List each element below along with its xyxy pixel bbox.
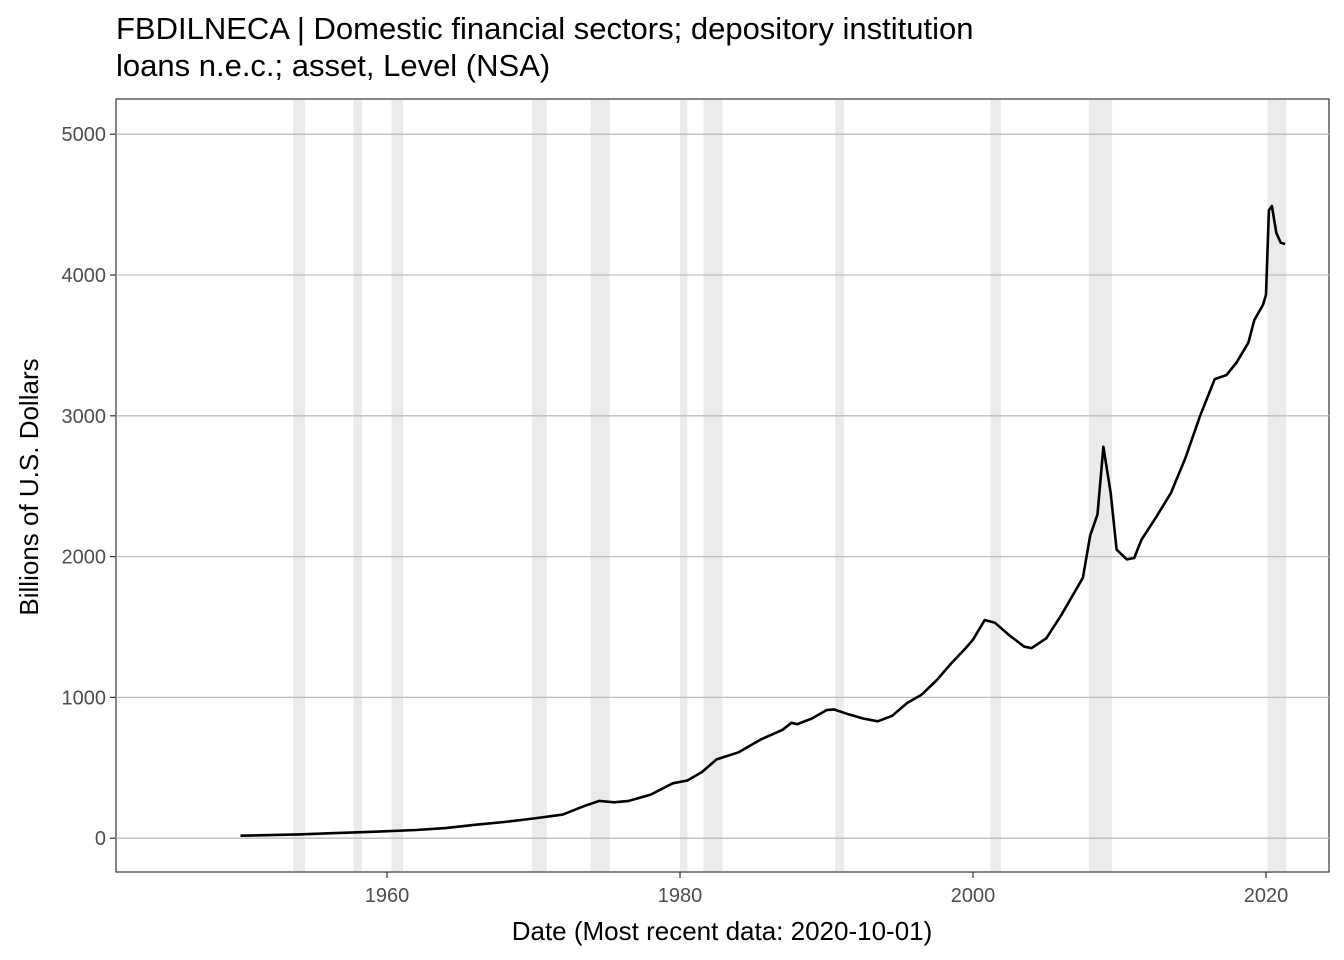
recession-band [990, 100, 1001, 871]
recession-band [1267, 100, 1287, 871]
y-tick-label: 3000 [62, 406, 107, 428]
chart-title-line-1: FBDILNECA | Domestic financial sectors; … [116, 11, 974, 46]
recession-band [353, 100, 363, 871]
y-tick-label: 2000 [62, 547, 107, 569]
x-tick-label: 1960 [365, 885, 410, 907]
recession-band [680, 100, 688, 871]
y-axis-title: Billions of U.S. Dollars [14, 358, 44, 615]
chart-title: FBDILNECA | Domestic financial sectors; … [116, 10, 1316, 84]
recession-band [391, 100, 404, 871]
recession-band [293, 100, 305, 871]
x-tick-label: 2000 [951, 885, 996, 907]
y-tick-label: 5000 [62, 124, 107, 146]
x-tick-label: 2020 [1244, 885, 1289, 907]
y-tick-label: 0 [95, 828, 106, 850]
recession-band [532, 100, 547, 871]
gridlines [116, 133, 1329, 839]
x-axis-title: Date (Most recent data: 2020-10-01) [512, 916, 933, 946]
x-tick-label: 1980 [658, 885, 703, 907]
recession-band [835, 100, 845, 871]
chart-title-line-2: loans n.e.c.; asset, Level (NSA) [116, 48, 551, 83]
recession-band [590, 100, 610, 871]
series-layer [240, 204, 1286, 837]
series-line [240, 204, 1286, 837]
y-tick-label: 4000 [62, 265, 107, 287]
axis-ticks: 0 1000 2000 3000 4000 5000 1960 1980 2000 2020 [62, 124, 1289, 907]
recession-band [703, 100, 723, 871]
y-tick-label: 1000 [62, 687, 107, 709]
